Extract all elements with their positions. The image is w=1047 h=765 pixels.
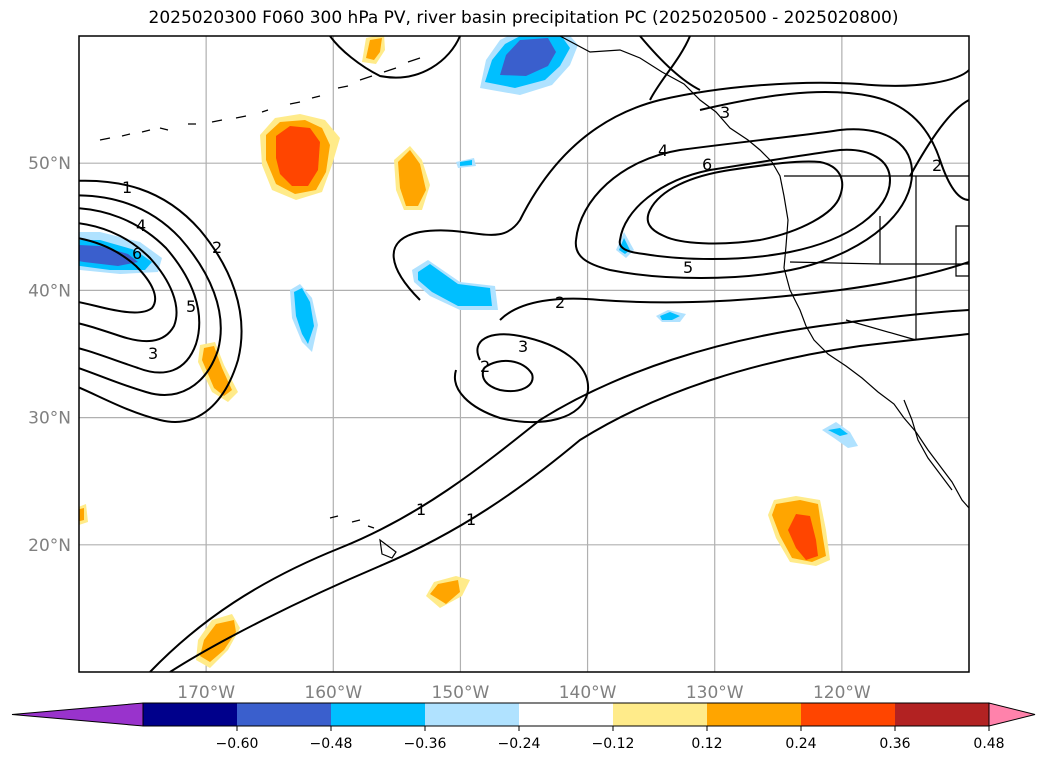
colorbar-segment: [707, 703, 802, 726]
colorbar-tick-label: −0.60: [216, 736, 259, 752]
colorbar-tick-label: 0.24: [785, 736, 816, 752]
colorbar-segment: [143, 703, 238, 726]
contour-label: 2: [480, 357, 490, 376]
colorbar-segment: [425, 703, 520, 726]
lon-tick-label: 120°W: [813, 683, 871, 703]
colorbar-outline: [142, 702, 990, 727]
colorbar-segment: [895, 703, 990, 726]
colorbar-tick-label: −0.48: [310, 736, 353, 752]
lon-tick-label: 160°W: [304, 683, 362, 703]
contour-label: 1: [416, 500, 426, 519]
contour-label: 4: [658, 141, 668, 160]
lon-tick-label: 140°W: [559, 683, 617, 703]
contour-label: 5: [683, 258, 693, 277]
colorbar-segment: [519, 703, 614, 726]
colorbar-extend-low: [11, 702, 144, 727]
contour-label: 6: [702, 155, 712, 174]
lon-tick-label: 130°W: [686, 683, 744, 703]
pv-contours: [79, 36, 969, 672]
contour-label: 6: [132, 244, 142, 263]
contour-label: 2: [932, 156, 942, 175]
contour-label: 1: [122, 178, 132, 197]
colorbar-tick-label: 0.48: [973, 736, 1004, 752]
colorbar-tick-label: −0.36: [404, 736, 447, 752]
lon-tick-label: 150°W: [432, 683, 490, 703]
colorbar: −0.60 −0.48 −0.36 −0.24 −0.12 0.12 0.24 0.36 0.4…: [11, 702, 1036, 752]
colorbar-segment: [613, 703, 708, 726]
lat-tick-label: 30°N: [28, 409, 71, 429]
map-frame: [78, 35, 970, 673]
colorbar-segment: [801, 703, 896, 726]
contour-label: 3: [518, 337, 528, 356]
colorbar-tick-label: 0.12: [691, 736, 722, 752]
contour-labels: 1 4 6 2 5 3 2 3 5 2 1 1 3 4 6 2: [122, 103, 942, 529]
map-plot-area: [79, 36, 969, 672]
colorbar-extend-high: [988, 702, 1036, 727]
lat-tick-label: 20°N: [28, 536, 71, 556]
lon-tick-label: 170°W: [177, 683, 235, 703]
contour-label: 2: [212, 238, 222, 257]
contour-label: 2: [555, 293, 565, 312]
axis-labels: 170°W 160°W 150°W 140°W 130°W 120°W 50°N 40°N 30…: [28, 154, 871, 703]
contour-label: 3: [148, 344, 158, 363]
contour-label: 4: [136, 216, 146, 235]
colorbar-segment: [237, 703, 332, 726]
contour-label: 3: [720, 103, 730, 122]
colorbar-segment: [331, 703, 426, 726]
colorbar-tick-label: 0.36: [879, 736, 910, 752]
precip-shading: [79, 36, 858, 668]
lat-tick-label: 50°N: [28, 154, 71, 174]
colorbar-tick-label: −0.12: [592, 736, 635, 752]
contour-label: 1: [466, 510, 476, 529]
colorbar-tick-label: −0.24: [498, 736, 541, 752]
contour-label: 5: [186, 297, 196, 316]
map-title: 2025020300 F060 300 hPa PV, river basin …: [148, 8, 899, 28]
lat-tick-label: 40°N: [28, 281, 71, 301]
